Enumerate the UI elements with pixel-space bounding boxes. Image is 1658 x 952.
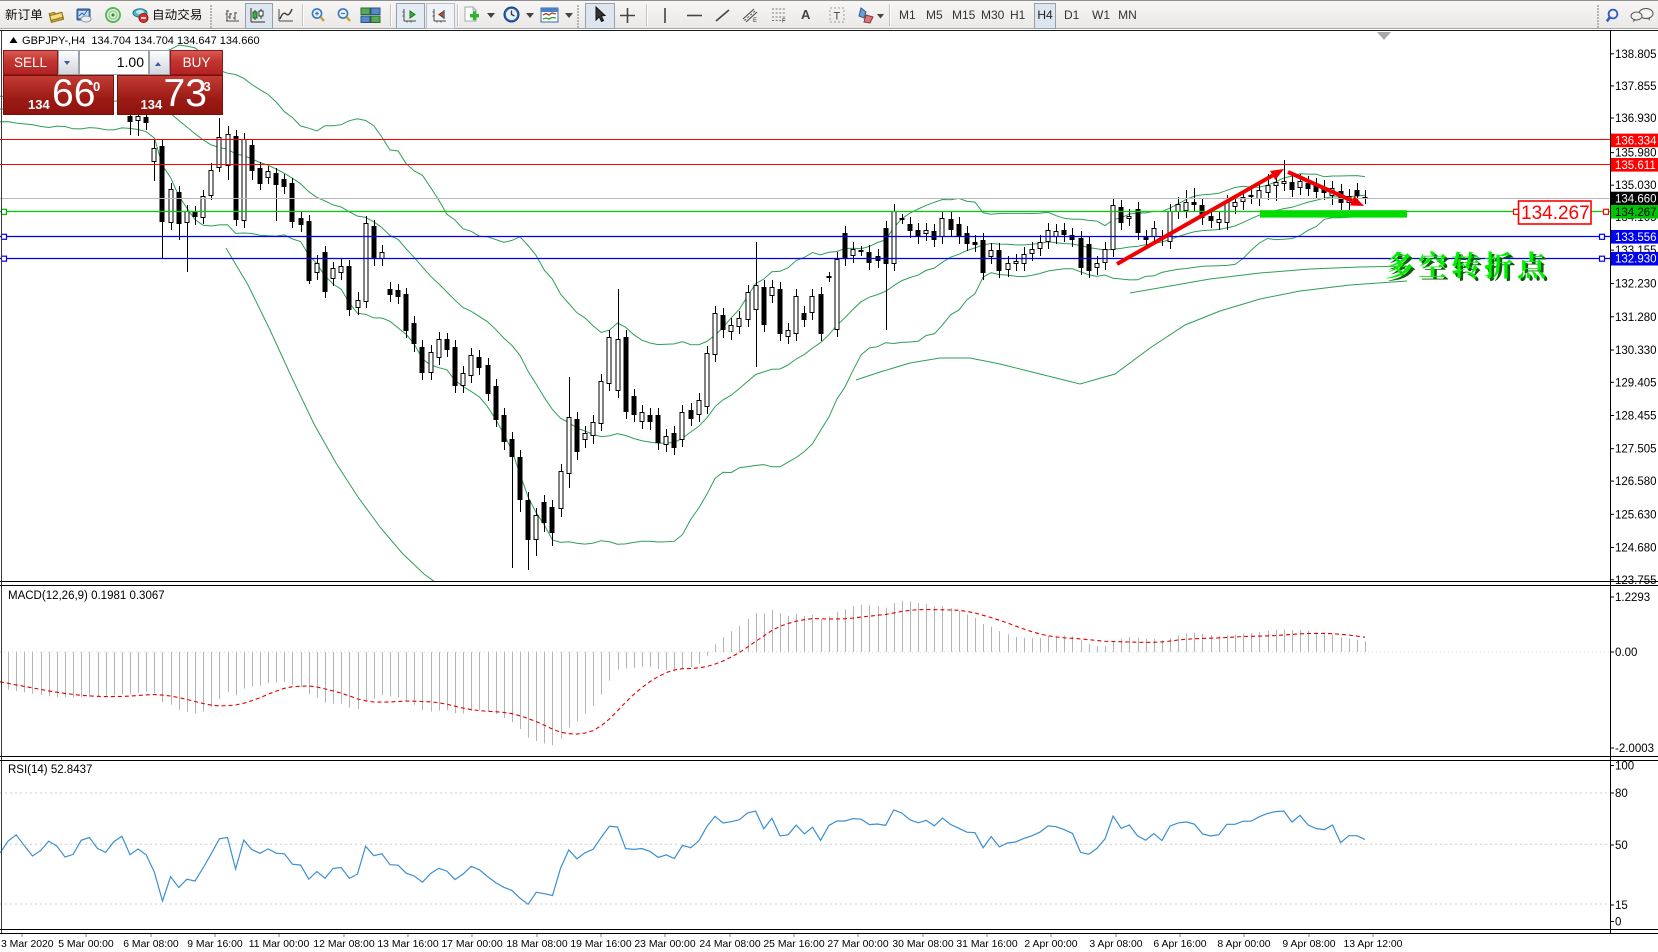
svg-text:18 Mar 08:00: 18 Mar 08:00 xyxy=(506,939,567,950)
svg-text:27 Mar 00:00: 27 Mar 00:00 xyxy=(827,939,888,950)
svg-text:12 Mar 08:00: 12 Mar 08:00 xyxy=(313,939,374,950)
svg-text:24 Mar 08:00: 24 Mar 08:00 xyxy=(699,939,760,950)
svg-text:131.280: 131.280 xyxy=(1615,312,1657,324)
svg-text:11 Mar 00:00: 11 Mar 00:00 xyxy=(249,939,310,950)
svg-text:132.930: 132.930 xyxy=(1615,254,1657,266)
svg-text:3 Mar 2020: 3 Mar 2020 xyxy=(1,939,54,950)
svg-text:123.755: 123.755 xyxy=(1615,575,1657,587)
svg-text:136.334: 136.334 xyxy=(1615,135,1657,147)
svg-text:6 Apr 16:00: 6 Apr 16:00 xyxy=(1153,939,1206,950)
svg-text:134.267: 134.267 xyxy=(1521,203,1590,224)
svg-text:6 Mar 08:00: 6 Mar 08:00 xyxy=(123,939,179,950)
svg-text:13 Mar 16:00: 13 Mar 16:00 xyxy=(377,939,438,950)
svg-text:8 Apr 00:00: 8 Apr 00:00 xyxy=(1217,939,1270,950)
svg-text:30 Mar 08:00: 30 Mar 08:00 xyxy=(892,939,953,950)
svg-text:80: 80 xyxy=(1615,788,1628,800)
svg-text:9 Mar 16:00: 9 Mar 16:00 xyxy=(187,939,243,950)
svg-text:F: F xyxy=(782,19,786,25)
svg-text:0.00: 0.00 xyxy=(1615,647,1637,659)
svg-text:126.580: 126.580 xyxy=(1615,476,1657,488)
svg-text:136.930: 136.930 xyxy=(1615,113,1657,125)
svg-text:0: 0 xyxy=(1615,917,1621,929)
svg-text:1.2293: 1.2293 xyxy=(1615,592,1650,604)
svg-text:19 Mar 16:00: 19 Mar 16:00 xyxy=(570,939,631,950)
svg-text:124.680: 124.680 xyxy=(1615,543,1657,555)
svg-text:134.267: 134.267 xyxy=(1615,207,1657,219)
svg-text:135.030: 135.030 xyxy=(1615,180,1657,192)
svg-text:-2.0003: -2.0003 xyxy=(1615,743,1654,755)
svg-text:133.556: 133.556 xyxy=(1615,232,1657,244)
svg-text:31 Mar 16:00: 31 Mar 16:00 xyxy=(956,939,1017,950)
svg-text:MACD(12,26,9) 0.1981 0.3067: MACD(12,26,9) 0.1981 0.3067 xyxy=(8,590,165,602)
svg-text:13 Apr 12:00: 13 Apr 12:00 xyxy=(1344,939,1403,950)
svg-text:128.455: 128.455 xyxy=(1615,411,1657,423)
svg-text:138.805: 138.805 xyxy=(1615,49,1657,61)
svg-text:132.230: 132.230 xyxy=(1615,279,1657,291)
svg-text:23 Mar 00:00: 23 Mar 00:00 xyxy=(634,939,695,950)
svg-text:125.630: 125.630 xyxy=(1615,509,1657,521)
svg-text:25 Mar 16:00: 25 Mar 16:00 xyxy=(763,939,824,950)
svg-text:2 Apr 00:00: 2 Apr 00:00 xyxy=(1024,939,1077,950)
svg-text:100: 100 xyxy=(1615,761,1634,773)
svg-text:15: 15 xyxy=(1615,900,1628,912)
svg-text:5 Mar 00:00: 5 Mar 00:00 xyxy=(58,939,114,950)
svg-text:135.611: 135.611 xyxy=(1615,160,1656,172)
svg-text:130.330: 130.330 xyxy=(1615,345,1657,357)
svg-text:E: E xyxy=(753,18,757,24)
svg-text:T: T xyxy=(834,11,841,23)
svg-text:17 Mar 00:00: 17 Mar 00:00 xyxy=(441,939,502,950)
svg-text:134.660: 134.660 xyxy=(1615,194,1657,206)
svg-text:50: 50 xyxy=(1615,840,1628,852)
svg-text:3 Apr 08:00: 3 Apr 08:00 xyxy=(1089,939,1142,950)
svg-text:127.505: 127.505 xyxy=(1615,444,1657,456)
svg-text:RSI(14) 52.8437: RSI(14) 52.8437 xyxy=(8,764,92,776)
svg-text:137.855: 137.855 xyxy=(1615,81,1657,93)
svg-text:135.980: 135.980 xyxy=(1615,148,1657,160)
svg-text:129.405: 129.405 xyxy=(1615,377,1657,389)
svg-text:9 Apr 08:00: 9 Apr 08:00 xyxy=(1282,939,1335,950)
